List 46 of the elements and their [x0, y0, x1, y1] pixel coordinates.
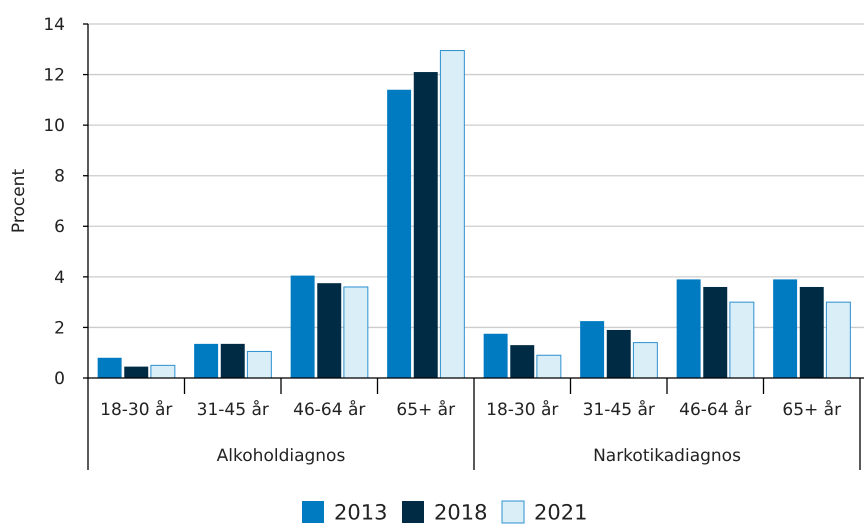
x-tick-label: 46-64 år: [293, 400, 366, 420]
y-tick-label: 0: [54, 368, 65, 389]
text: Narkotikadiagnos: [593, 446, 742, 466]
bar: [676, 279, 701, 378]
y-tick-label: 8: [54, 166, 65, 187]
bar: [536, 354, 562, 378]
x-tick-label: 65+ år: [782, 400, 842, 420]
bar: [150, 364, 176, 378]
y-tick-label: 4: [54, 268, 65, 288]
legend-label: 2021: [534, 500, 588, 524]
bar: [606, 330, 631, 378]
x-tick-label: 46-64 år: [679, 400, 752, 420]
bar: [440, 50, 465, 378]
bar: [703, 286, 728, 378]
bar: [194, 344, 218, 378]
bar: [387, 90, 412, 378]
legend-label: 2018: [434, 500, 488, 524]
y-tick-label: 2: [54, 318, 65, 338]
y-tick-label: 10: [43, 116, 65, 136]
x-tick-label: 18-30 år: [100, 400, 172, 420]
bar: [773, 279, 798, 378]
bar: [220, 344, 245, 378]
y-tick-label: 12: [43, 66, 65, 86]
bar: [290, 276, 315, 378]
bar: [124, 366, 148, 378]
bar: [343, 286, 368, 378]
bar: [632, 342, 658, 378]
bar: [317, 283, 342, 378]
y-axis-title: Procent: [9, 168, 29, 234]
bar: [826, 302, 851, 378]
bar: [98, 358, 122, 378]
bar: [800, 286, 824, 378]
y-tick-label: 6: [54, 217, 65, 238]
bar: [580, 321, 604, 378]
legend-label: 2013: [334, 500, 388, 524]
y-tick-label: 14: [43, 14, 65, 35]
bar: [729, 302, 754, 378]
bar: [414, 72, 438, 378]
x-tick-label: 18-30 år: [486, 400, 558, 420]
text: Alkoholdiagnos: [216, 446, 346, 466]
bar: [510, 345, 534, 378]
x-tick-label: 31-45 år: [196, 400, 269, 420]
x-tick-label: 65+ år: [396, 400, 456, 420]
x-tick-label: 31-45 år: [582, 400, 655, 420]
bar: [246, 350, 272, 378]
bar: [484, 334, 508, 378]
